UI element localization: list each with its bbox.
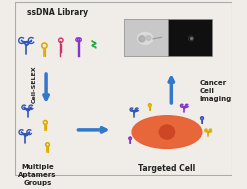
Ellipse shape — [132, 116, 202, 148]
Text: Cell-SELEX: Cell-SELEX — [32, 65, 37, 103]
Text: Targeted Cell: Targeted Cell — [138, 164, 196, 173]
Text: Cancer
Cell
Imaging: Cancer Cell Imaging — [200, 80, 232, 102]
FancyArrowPatch shape — [169, 78, 174, 103]
FancyArrowPatch shape — [44, 74, 48, 99]
FancyArrowPatch shape — [78, 128, 106, 132]
Text: Multiple
Aptamers
Groups: Multiple Aptamers Groups — [18, 164, 57, 186]
Ellipse shape — [139, 36, 145, 42]
Ellipse shape — [138, 33, 153, 44]
FancyBboxPatch shape — [168, 19, 212, 56]
Text: ssDNA Library: ssDNA Library — [27, 8, 89, 17]
Ellipse shape — [146, 36, 151, 40]
Ellipse shape — [159, 125, 175, 139]
FancyBboxPatch shape — [124, 19, 168, 56]
